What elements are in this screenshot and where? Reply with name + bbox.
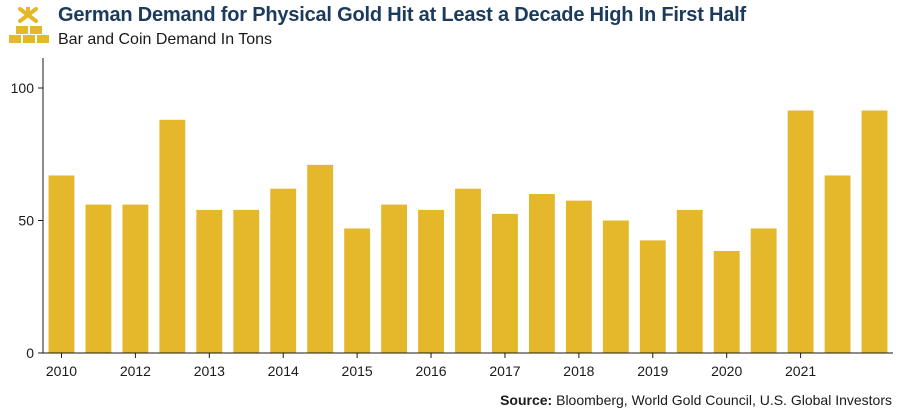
bar bbox=[676, 209, 703, 353]
bar bbox=[159, 119, 186, 353]
x-tick-label: 2016 bbox=[415, 363, 446, 379]
gold-bars-logo-icon bbox=[9, 7, 49, 43]
bar bbox=[565, 200, 592, 354]
bar bbox=[528, 194, 555, 353]
bar bbox=[233, 209, 260, 353]
bar bbox=[750, 228, 777, 353]
x-tick-label: 2018 bbox=[563, 363, 594, 379]
x-tick-label: 2015 bbox=[342, 363, 373, 379]
bar bbox=[381, 204, 408, 353]
bar bbox=[270, 188, 297, 353]
source-label: Source: bbox=[500, 392, 553, 408]
bar bbox=[418, 209, 444, 353]
bar bbox=[492, 213, 518, 354]
y-tick-label: 100 bbox=[11, 80, 35, 96]
x-tick-label: 2012 bbox=[120, 363, 151, 379]
x-tick-label: 2013 bbox=[194, 363, 225, 379]
bar bbox=[344, 228, 371, 353]
source-text: Bloomberg, World Gold Council, U.S. Glob… bbox=[552, 392, 892, 408]
bar bbox=[824, 175, 851, 353]
bar bbox=[48, 175, 75, 353]
bar bbox=[307, 164, 334, 353]
x-tick-label: 2014 bbox=[268, 363, 299, 379]
x-tick-label: 2021 bbox=[785, 363, 816, 379]
bar bbox=[85, 204, 112, 353]
bar bbox=[861, 110, 888, 354]
chart-title: German Demand for Physical Gold Hit at L… bbox=[58, 4, 746, 26]
chart-subtitle: Bar and Coin Demand In Tons bbox=[58, 31, 273, 48]
x-tick-label: 2020 bbox=[711, 363, 742, 379]
bar bbox=[196, 209, 223, 353]
x-tick-label: 2019 bbox=[637, 363, 668, 379]
bar bbox=[639, 240, 666, 354]
bar bbox=[787, 110, 814, 354]
bar bbox=[713, 250, 740, 353]
x-tick-label: 2017 bbox=[489, 363, 520, 379]
bar bbox=[455, 188, 481, 353]
y-tick-label: 0 bbox=[26, 345, 34, 361]
x-tick-label: 2010 bbox=[46, 363, 77, 379]
bar bbox=[602, 220, 629, 353]
source-note: Source: Bloomberg, World Gold Council, U… bbox=[500, 392, 892, 408]
y-tick-label: 50 bbox=[18, 213, 34, 229]
bar bbox=[122, 204, 149, 353]
